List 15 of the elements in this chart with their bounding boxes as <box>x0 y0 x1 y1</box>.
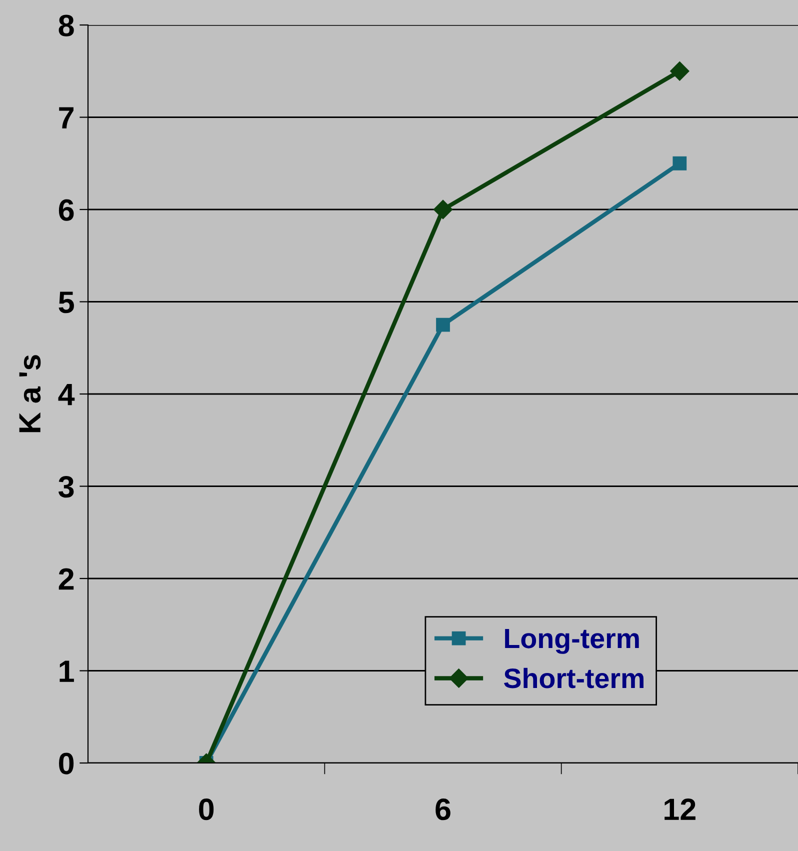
y-tick-label: 4 <box>58 384 75 406</box>
legend-label: Long-term <box>505 628 639 654</box>
y-tick-label: 0 <box>59 752 74 774</box>
y-tick-label: 5 <box>58 292 74 314</box>
y-tick-label: 6 <box>58 199 74 221</box>
y-tick-label: 3 <box>58 476 74 498</box>
y-tick-label: 1 <box>60 660 74 682</box>
y-tick-label: 7 <box>59 107 74 128</box>
x-tick-label: 0 <box>199 798 214 820</box>
x-tick-label: 12 <box>664 798 696 820</box>
y-axis-title: K a 's <box>19 355 41 432</box>
legend-label: Short-term <box>504 668 644 688</box>
y-tick-label: 2 <box>58 568 74 590</box>
x-tick-label: 6 <box>436 798 450 820</box>
y-tick-label: 8 <box>58 14 74 36</box>
